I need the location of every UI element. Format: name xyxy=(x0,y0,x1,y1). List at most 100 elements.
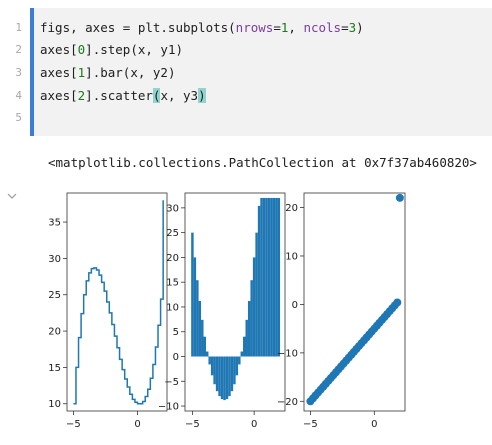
bar xyxy=(277,197,281,357)
code-token: nrows xyxy=(235,20,274,35)
bar xyxy=(213,356,216,385)
bar xyxy=(250,280,253,357)
y-tick-label: −5 xyxy=(164,377,179,388)
subplot-step: −5 0 10 15 20 25 30 35 xyxy=(48,192,168,430)
y-tick-label: 20 xyxy=(285,203,298,214)
code-token: axes[ xyxy=(40,88,78,103)
x-tick-label: −5 xyxy=(66,419,81,430)
y-tick-label: 20 xyxy=(166,253,179,264)
bar xyxy=(208,356,211,365)
bar xyxy=(225,356,229,400)
line-number: 3 xyxy=(15,66,22,79)
bar xyxy=(196,280,199,357)
bar xyxy=(215,356,219,392)
code-token: , xyxy=(288,20,304,35)
bar xyxy=(265,197,268,357)
y-tick-label: 25 xyxy=(48,290,61,301)
bar xyxy=(272,197,276,357)
bar xyxy=(252,257,256,357)
code-token: ].scatter xyxy=(85,88,153,103)
y-tick-label: 35 xyxy=(48,218,61,229)
code-token: x, y3 xyxy=(160,88,199,103)
bar xyxy=(245,319,248,357)
x-tick-label: 0 xyxy=(251,419,257,430)
line-number-gutter: 1 2 3 4 5 xyxy=(0,8,30,136)
active-cell-indicator xyxy=(30,8,34,136)
bar xyxy=(205,351,209,357)
code-token: ncols xyxy=(303,20,342,35)
code-token: axes[ xyxy=(40,65,78,80)
code-token: = xyxy=(273,20,281,35)
line-number: 2 xyxy=(15,43,22,56)
code-editor[interactable]: figs, axes = plt.subplots(nrows=1, ncols… xyxy=(34,8,492,136)
code-token: ( xyxy=(152,88,161,103)
code-token: 2 xyxy=(77,88,86,103)
line-number: 1 xyxy=(15,21,22,34)
scatter-point xyxy=(395,193,404,202)
y-tick-label: 5 xyxy=(173,327,179,338)
y-tick-label: −10 xyxy=(277,348,298,359)
y-tick-label: 10 xyxy=(48,399,61,410)
bar xyxy=(198,301,202,357)
y-tick-label: 0 xyxy=(173,352,179,363)
axes-frame xyxy=(303,192,406,412)
code-cell[interactable]: 1 2 3 4 5 figs, axes = plt.subplots(nrow… xyxy=(0,8,492,136)
x-tick-label: −5 xyxy=(303,419,318,430)
y-tick-label: 30 xyxy=(166,203,179,214)
bar xyxy=(220,356,224,400)
y-tick-label: 15 xyxy=(166,278,179,289)
chevron-down-icon[interactable] xyxy=(6,190,18,202)
y-tick-label: 0 xyxy=(292,300,298,311)
bar xyxy=(255,232,258,357)
cell-output-text: <matplotlib.collections.PathCollection a… xyxy=(48,155,477,170)
code-token: 1 xyxy=(77,65,86,80)
x-tick-label: 0 xyxy=(371,419,377,430)
code-token: 3 xyxy=(348,20,357,35)
subplot-scatter: −5 0 −20 −10 0 10 20 xyxy=(277,192,406,430)
code-token: ) xyxy=(198,88,206,103)
code-line[interactable]: figs, axes = plt.subplots(nrows=1, ncols… xyxy=(40,20,364,36)
axes-frame xyxy=(184,192,286,412)
series-line xyxy=(73,200,164,405)
y-tick-label: −20 xyxy=(277,397,298,408)
bar xyxy=(233,356,236,385)
code-token: ) xyxy=(356,20,364,35)
axes-frame xyxy=(66,192,168,412)
bar xyxy=(262,197,266,357)
bar xyxy=(210,356,214,376)
bar xyxy=(203,336,206,357)
subplot-bar: −5 0 −10 −5 0 5 10 15 20 25 30 xyxy=(158,192,286,430)
code-token: ].step(x, y1) xyxy=(85,42,184,57)
bar xyxy=(193,257,197,357)
code-line[interactable]: axes[2].scatter(x, y3) xyxy=(40,88,206,104)
bar xyxy=(260,197,263,357)
code-token: = xyxy=(341,20,349,35)
bar xyxy=(191,232,194,357)
bar xyxy=(228,356,231,397)
code-token: 1 xyxy=(280,20,289,35)
y-tick-label: 15 xyxy=(48,363,61,374)
y-tick-label: 10 xyxy=(166,302,179,313)
bar xyxy=(275,197,278,357)
bar xyxy=(267,197,271,357)
bar xyxy=(270,197,273,357)
x-tick-label: 0 xyxy=(134,419,140,430)
code-line[interactable]: axes[1].bar(x, y2) xyxy=(40,65,175,81)
code-line[interactable]: axes[0].step(x, y1) xyxy=(40,42,183,58)
x-tick-label: −5 xyxy=(185,419,200,430)
bar xyxy=(201,319,204,357)
code-token: figs, axes = plt.subplots( xyxy=(40,20,236,35)
bar xyxy=(230,356,234,392)
code-token: axes[ xyxy=(40,42,78,57)
bar xyxy=(235,356,239,376)
y-tick-label: 30 xyxy=(48,254,61,265)
scatter-point xyxy=(393,298,402,307)
bar xyxy=(240,351,244,357)
code-token: ].bar(x, y2) xyxy=(85,65,176,80)
bar xyxy=(238,356,241,365)
bar xyxy=(247,301,251,357)
line-number: 5 xyxy=(15,111,22,124)
y-tick-label: −10 xyxy=(158,402,179,413)
y-tick-label: 10 xyxy=(285,251,298,262)
